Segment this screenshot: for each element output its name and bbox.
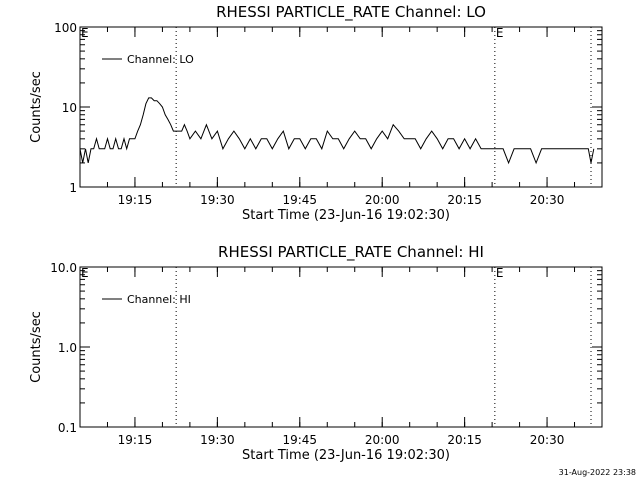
panel-2: RHESSI PARTICLE_RATE Channel: HI 0.1 1.0 10… bbox=[29, 243, 603, 463]
x-axis-label: Start Time (23-Jun-16 19:02:30) bbox=[242, 208, 450, 223]
x-tick-label: 19:30 bbox=[200, 193, 235, 207]
plot-frame bbox=[79, 266, 603, 428]
y-tick-label: 1 bbox=[69, 181, 77, 195]
x-tick-label: 20:30 bbox=[530, 193, 565, 207]
x-tick-label: 19:30 bbox=[200, 433, 235, 447]
x-axis-label: Start Time (23-Jun-16 19:02:30) bbox=[242, 448, 450, 463]
x-tick-label: 20:00 bbox=[365, 193, 400, 207]
y-tick-label: 10.0 bbox=[50, 261, 77, 275]
plot-frame bbox=[79, 26, 603, 188]
footer-timestamp: 31-Aug-2022 23:38 bbox=[559, 468, 636, 477]
x-tick-label: 20:30 bbox=[530, 433, 565, 447]
legend-label: Channel: LO bbox=[127, 53, 194, 66]
x-tick-label: 19:15 bbox=[118, 433, 153, 447]
event-marker-label: E bbox=[81, 266, 89, 280]
x-tick-label: 19:45 bbox=[282, 433, 317, 447]
x-tick-label: 20:15 bbox=[447, 193, 482, 207]
y-tick-label: 100 bbox=[54, 21, 77, 35]
y-tick-label: 1.0 bbox=[58, 341, 77, 355]
x-tick-label: 20:15 bbox=[447, 433, 482, 447]
y-tick-label: 0.1 bbox=[58, 421, 77, 435]
y-axis-label: Counts/sec bbox=[29, 311, 44, 383]
x-tick-label: 20:00 bbox=[365, 433, 400, 447]
series-line-channel--lo bbox=[79, 97, 595, 165]
chart-title: RHESSI PARTICLE_RATE Channel: LO bbox=[216, 3, 486, 22]
y-axis-label: Counts/sec bbox=[29, 71, 44, 143]
panel-1: RHESSI PARTICLE_RATE Channel: LO 1 10 100 19… bbox=[29, 3, 603, 223]
event-marker-label: E bbox=[81, 26, 89, 40]
chart-title: RHESSI PARTICLE_RATE Channel: HI bbox=[218, 243, 484, 262]
legend-label: Channel: HI bbox=[127, 293, 191, 306]
x-tick-label: 19:45 bbox=[282, 193, 317, 207]
event-marker-label: E bbox=[496, 266, 504, 280]
x-tick-label: 19:15 bbox=[118, 193, 153, 207]
y-tick-label: 10 bbox=[62, 101, 77, 115]
event-marker-label: E bbox=[496, 26, 504, 40]
